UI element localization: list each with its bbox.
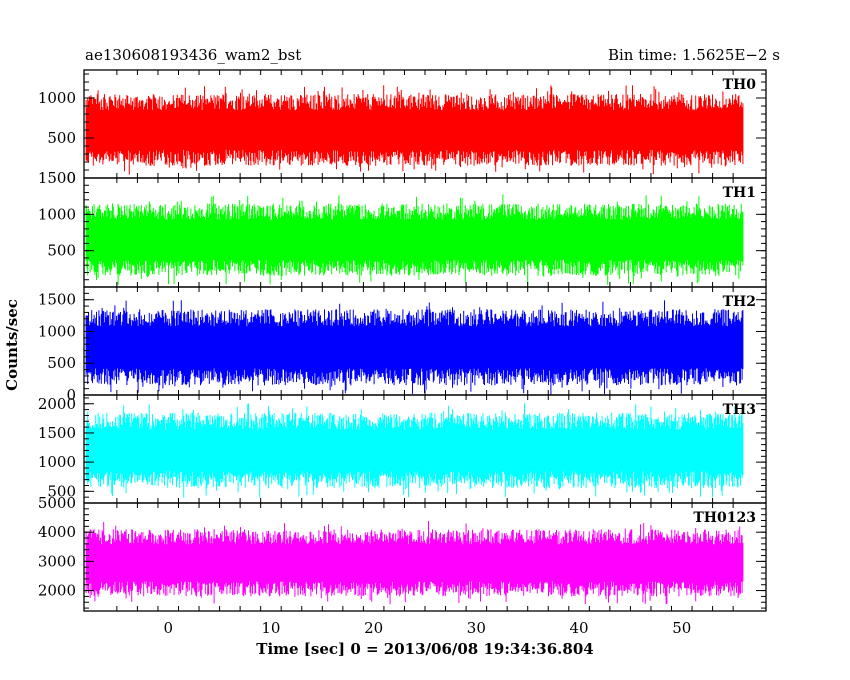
y-tick-label-th2: 1000 (38, 322, 76, 340)
panels-group: 0 500 1000 TH0 500 1000 1500 TH1 0 500 1000 1500 TH2… (38, 69, 767, 612)
x-axis-title: Time [sec] 0 = 2013/06/08 19:34:36.804 (256, 640, 593, 658)
x-tick-label: 0 (163, 619, 173, 637)
y-tick-label-th1: 1000 (38, 205, 76, 223)
y-tick-label-th0123: 4000 (38, 523, 76, 541)
y-tick-label-th0: 0 (66, 169, 76, 187)
y-tick-label-th0123: 5000 (38, 494, 76, 512)
plot-title: ae130608193436_wam2_bst (85, 46, 301, 64)
panel-label-th3: TH3 (723, 402, 756, 418)
series-th1-trace (85, 194, 744, 286)
y-tick-label-th0123: 2000 (38, 582, 76, 600)
x-axis: 0 10 20 30 40 50 (163, 619, 691, 637)
y-tick-label-th0: 1000 (38, 89, 76, 107)
series-th0-trace (85, 85, 744, 175)
y-tick-label-th2: 500 (47, 354, 76, 372)
panel-label-th0123: TH0123 (693, 510, 756, 526)
y-tick-label-th3: 1000 (38, 453, 76, 471)
y-tick-label-th2: 1500 (38, 291, 76, 309)
series-th2-trace (85, 300, 744, 395)
y-axis-title: Counts/sec (3, 299, 21, 391)
x-tick-label: 30 (467, 619, 486, 637)
y-tick-label-th1: 1500 (38, 169, 76, 187)
panel-label-th2: TH2 (723, 294, 756, 310)
panel-label-th0: TH0 (723, 77, 757, 93)
series-th0123-trace (85, 521, 744, 605)
x-tick-label: 50 (672, 619, 691, 637)
panel-label-th1: TH1 (723, 185, 756, 201)
y-tick-label-th2: 0 (66, 386, 76, 404)
y-tick-label-th3: 1500 (38, 424, 76, 442)
x-tick-label: 10 (261, 619, 280, 637)
bin-time-label: Bin time: 1.5625E−2 s (608, 46, 780, 64)
y-tick-label-th0123: 3000 (38, 552, 76, 570)
x-tick-label: 40 (570, 619, 589, 637)
y-tick-label-th3: 500 (47, 482, 76, 500)
y-tick-label-th0: 500 (47, 129, 76, 147)
series-th3-trace (85, 403, 744, 498)
x-tick-label: 20 (364, 619, 383, 637)
y-tick-label-th3: 2000 (38, 395, 76, 413)
y-tick-label-th1: 500 (47, 242, 76, 260)
